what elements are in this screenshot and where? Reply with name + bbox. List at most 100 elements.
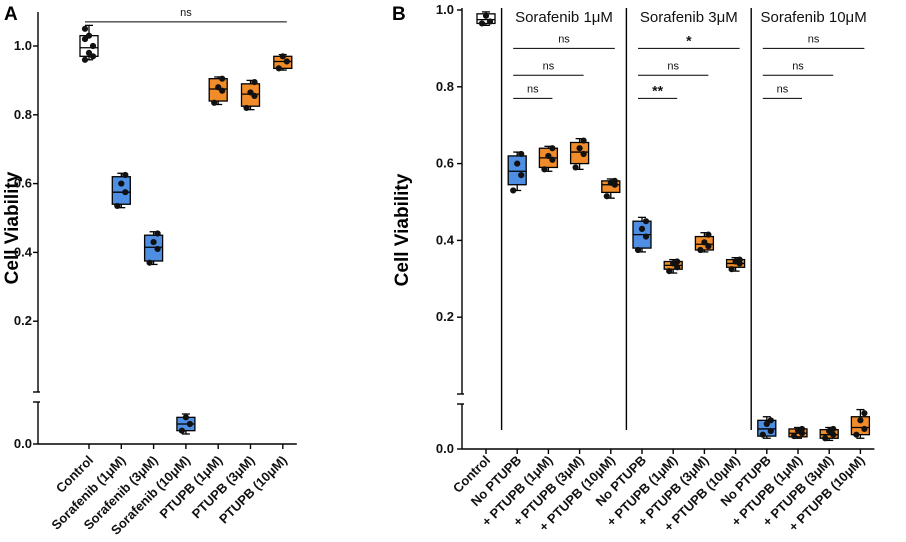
box-3 [176,413,196,435]
box-body [111,176,131,205]
data-point [861,425,868,433]
box-4 [601,177,621,200]
significance-label: * [686,32,692,48]
data-point [861,410,868,417]
data-point [118,180,125,187]
box-2 [538,145,559,173]
y-tick-label: 0.8 [436,79,454,94]
data-point [211,99,218,106]
data-point [243,104,250,112]
box-5 [632,216,652,254]
data-point [283,58,290,65]
data-point [150,238,157,246]
data-point [736,256,743,263]
box-5 [240,79,261,112]
group-title: Sorafenib 3μM [640,9,738,26]
data-point [122,171,129,179]
data-point [759,431,766,438]
significance-label: ns [527,83,539,95]
data-point [705,243,712,250]
data-point [518,172,525,179]
data-point [822,435,829,442]
y-tick-label: 0.0 [436,441,454,456]
data-point [85,32,93,39]
data-point [603,193,610,200]
data-point [275,65,282,72]
data-point [85,49,93,56]
data-point [114,202,121,210]
data-point [81,56,89,63]
data-point [182,414,189,421]
y-tick-label: 0.2 [436,309,454,324]
data-point [798,425,806,433]
significance-label: ns [180,7,192,19]
data-point [857,417,864,424]
data-point [482,12,490,19]
data-point [767,417,774,424]
data-point [634,246,642,254]
box-body [143,234,164,262]
data-point [580,137,587,144]
data-point [642,233,650,240]
panel-label-A: A [4,4,18,25]
y-axis-label: Cell Viability [392,173,413,286]
group-title: Sorafenib 10μM [760,9,866,26]
data-point [122,189,129,196]
box-6 [663,258,683,275]
y-tick-label: 0.4 [436,232,455,247]
y-tick-label: 1.0 [436,2,454,17]
data-point [580,150,587,158]
data-point [701,239,708,246]
data-point [576,145,583,152]
data-point [728,266,735,273]
data-point [549,145,556,152]
box-8 [725,256,746,273]
box-7 [694,231,715,254]
box-10 [788,425,808,440]
significance-label: ns [792,60,804,72]
significance-label: ns [543,60,555,72]
data-point [545,152,552,160]
box-11 [819,425,839,442]
box-0 [476,11,496,27]
significance-label: ns [808,33,820,45]
data-point [830,425,837,433]
box-4 [208,75,228,106]
data-point [146,259,153,266]
panel-label-B: B [392,4,406,25]
data-point [767,427,774,435]
box-2 [143,230,164,266]
significance-label: ns [667,60,679,72]
group-title: Sorafenib 1μM [515,9,613,26]
data-point [666,268,673,275]
data-point [697,246,704,254]
y-tick-label: 0.4 [14,244,33,259]
y-tick-label: 0.0 [14,436,32,451]
data-point [219,75,226,82]
data-point [705,231,712,238]
data-point [510,187,517,194]
significance-label: ns [777,83,789,95]
data-point [478,20,486,27]
data-point [541,166,548,173]
box-6 [273,53,293,72]
box-12 [850,408,871,439]
y-axis-label: Cell Viability [2,171,23,284]
y-tick-label: 0.6 [436,156,454,171]
data-point [279,53,286,60]
box-1 [111,171,131,210]
box-0 [79,24,99,63]
box-body [569,141,590,165]
significance-label: ns [558,33,570,45]
y-tick-label: 0.8 [14,107,32,122]
data-point [247,89,254,96]
data-point [89,42,97,50]
data-point [549,156,556,163]
box-9 [757,416,777,439]
data-point [251,79,258,86]
data-point [830,431,837,438]
box-1 [507,150,527,194]
data-point [178,427,185,434]
data-point [611,177,618,184]
